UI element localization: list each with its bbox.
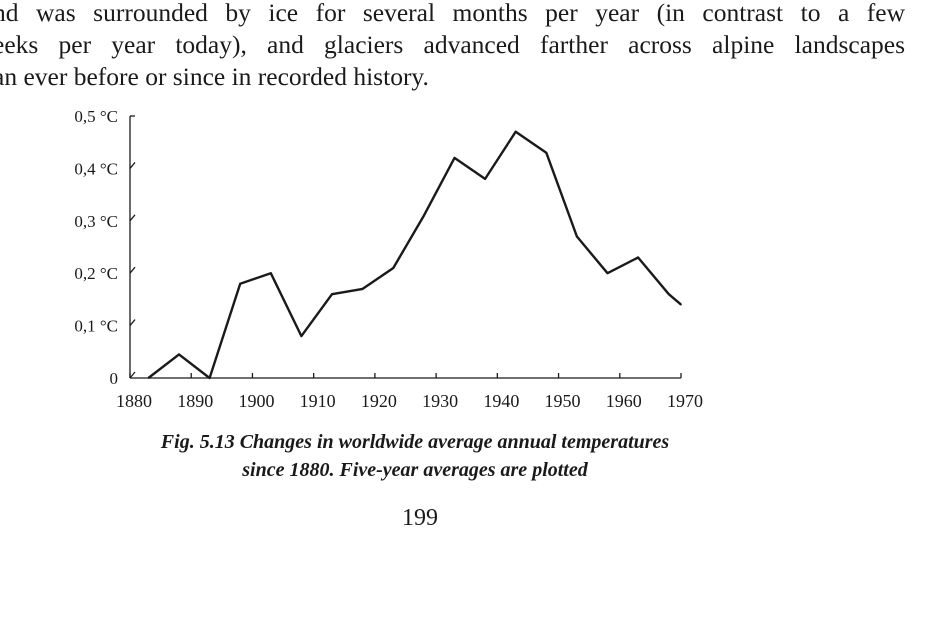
x-tick-label: 1950 [545,391,581,411]
data-point [423,214,425,217]
data-point [514,130,517,133]
data-point [453,157,456,159]
x-tick-label: 1960 [606,391,642,411]
x-axis: 1880 1890 1900 1910 1920 1930 1940 1950 1960 1970 [116,373,703,411]
y-tick [129,319,136,327]
temperature-series-line [147,130,682,380]
data-point [208,377,211,379]
x-tick-label: 1970 [667,391,703,411]
data-point [576,235,578,238]
y-tick-label: 0,4 °C [74,159,118,178]
y-tick-label: 0,3 °C [74,212,118,231]
data-point [178,353,180,356]
x-tick-label: 1900 [238,391,274,411]
data-point [484,178,486,180]
x-tick-label: 1930 [422,391,458,411]
data-point [667,293,670,295]
x-tick-label: 1940 [483,391,519,411]
y-tick-label: 0,1 °C [74,317,118,336]
y-tick-label: 0,5 °C [74,107,118,126]
y-tick [129,161,136,169]
data-point [239,282,241,285]
figure-caption-line-1: Fig. 5.13 Changes in worldwide average a… [160,431,670,453]
x-tick-label: 1880 [116,391,152,411]
paragraph-line: an ever before or since in recorded hist… [0,62,429,91]
series-group [147,130,682,380]
x-tick-label: 1910 [300,391,336,411]
data-point [270,272,272,275]
data-point [392,267,395,269]
x-tick-label: 1920 [361,391,397,411]
body-text: nd was surrounded by ice for several mon… [0,0,925,100]
paragraph-line: eeks per year today), and glaciers advan… [0,30,905,59]
paragraph-line: nd was surrounded by ice for several mon… [0,0,905,27]
data-point [147,377,150,379]
data-point [361,288,364,290]
y-tick [129,371,136,379]
page-number: 199 [402,505,438,531]
data-point [545,151,548,154]
data-point [637,256,639,259]
y-tick [129,214,136,222]
temperature-line-chart: 0 0,1 °C 0,2 °C 0,3 °C 0,4 °C 0,5 °C 1880 1890… [74,107,703,411]
data-point [680,303,682,306]
data-point [331,293,333,295]
y-axis: 0 0,1 °C 0,2 °C 0,3 °C 0,4 °C 0,5 °C [74,107,136,388]
y-tick-label: 0,2 °C [74,264,118,283]
y-tick [129,266,136,274]
figure-caption-line-2: since 1880. Five-year averages are plott… [242,459,588,481]
y-tick-label: 0 [110,369,119,388]
data-point [606,272,609,275]
data-point [300,335,303,337]
x-tick-label: 1890 [177,391,213,411]
